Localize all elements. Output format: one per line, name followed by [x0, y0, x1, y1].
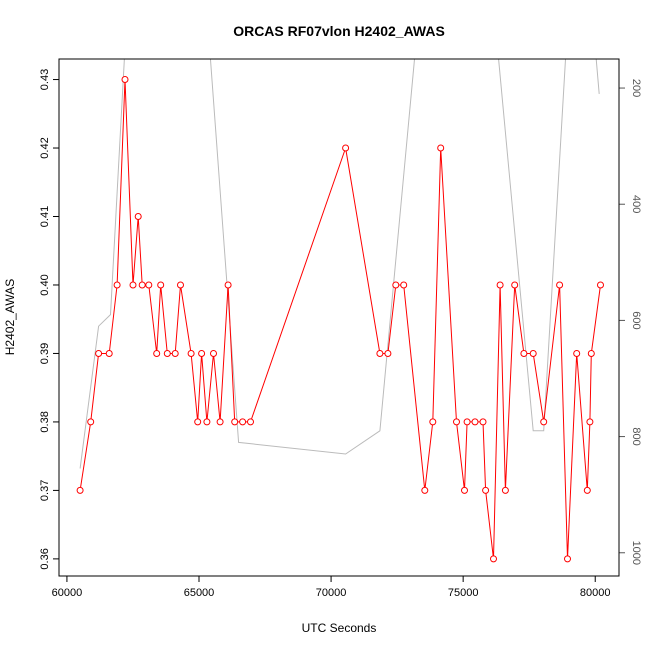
data-point	[342, 144, 350, 152]
data-point	[138, 281, 146, 289]
y-tick-label: 0.43	[39, 69, 51, 90]
data-point	[482, 486, 490, 494]
y-tick-label: 0.40	[39, 274, 51, 295]
y2-tick-label: 800	[630, 427, 642, 445]
data-point	[203, 418, 211, 426]
data-point	[556, 281, 564, 289]
data-point	[187, 350, 195, 357]
x-tick-label: 80000	[580, 587, 611, 599]
data-point	[129, 281, 137, 289]
right-series-line	[79, 59, 600, 469]
data-point	[471, 418, 479, 426]
data-point	[153, 350, 161, 357]
chart-title: ORCAS RF07vlon H2402_AWAS	[233, 23, 445, 39]
data-point	[597, 281, 604, 289]
x-tick-label: 70000	[316, 587, 347, 599]
data-point	[520, 350, 528, 357]
data-point	[177, 281, 184, 289]
x-axis-label: UTC Seconds	[302, 621, 377, 635]
data-point	[376, 350, 384, 357]
data-point	[587, 350, 595, 357]
data-point	[511, 281, 519, 289]
data-point	[76, 486, 84, 494]
right-axis-series	[79, 59, 600, 469]
data-point	[145, 281, 153, 289]
x-tick-label: 65000	[184, 587, 215, 599]
data-point	[163, 350, 171, 357]
data-point	[586, 418, 594, 426]
data-point	[105, 350, 113, 357]
data-point	[113, 281, 121, 289]
data-point	[216, 418, 224, 426]
y-tick-label: 0.39	[39, 343, 51, 364]
y2-tick-label: 600	[630, 311, 642, 329]
y-tick-label: 0.36	[39, 548, 51, 569]
data-point	[583, 486, 591, 494]
left-axis-series	[76, 76, 604, 563]
data-point	[134, 213, 142, 220]
data-point	[87, 418, 95, 426]
data-point	[479, 418, 487, 426]
data-point	[529, 350, 537, 357]
y2-tick-label: 400	[630, 195, 642, 213]
data-point	[384, 350, 392, 357]
data-point	[463, 418, 471, 426]
plot-frame	[58, 58, 620, 577]
data-point	[453, 418, 460, 426]
data-point	[421, 486, 429, 494]
data-point	[400, 281, 408, 289]
data-point	[573, 350, 581, 357]
x-tick-label: 60000	[52, 587, 83, 599]
data-point	[496, 281, 504, 289]
y-tick-label: 0.41	[39, 206, 51, 227]
data-point	[95, 350, 103, 357]
data-point	[198, 350, 206, 357]
data-point	[231, 418, 239, 426]
x-tick-label: 75000	[448, 587, 479, 599]
data-point	[429, 418, 437, 426]
data-point	[247, 418, 254, 426]
y-tick-label: 0.37	[39, 480, 51, 501]
axes: 60000 65000 70000 75000 80000 0.36 0.37 0.38 0.3…	[39, 69, 642, 599]
data-point	[490, 555, 497, 563]
y2-tick-label: 200	[630, 79, 642, 97]
data-point	[392, 281, 400, 289]
data-point	[501, 486, 509, 494]
data-point	[564, 555, 571, 563]
y-tick-label: 0.42	[39, 137, 51, 158]
y-axis-label: H2402_AWAS	[3, 279, 17, 355]
data-point	[210, 350, 217, 357]
data-point	[461, 486, 468, 494]
data-point	[437, 144, 445, 152]
data-point	[239, 418, 247, 426]
data-point	[157, 281, 165, 289]
data-point	[194, 418, 202, 426]
data-point	[121, 76, 129, 83]
y2-tick-label: 1000	[630, 541, 642, 565]
data-point	[224, 281, 232, 289]
y-tick-label: 0.38	[39, 411, 51, 432]
data-point	[540, 418, 548, 426]
data-point	[171, 350, 179, 357]
